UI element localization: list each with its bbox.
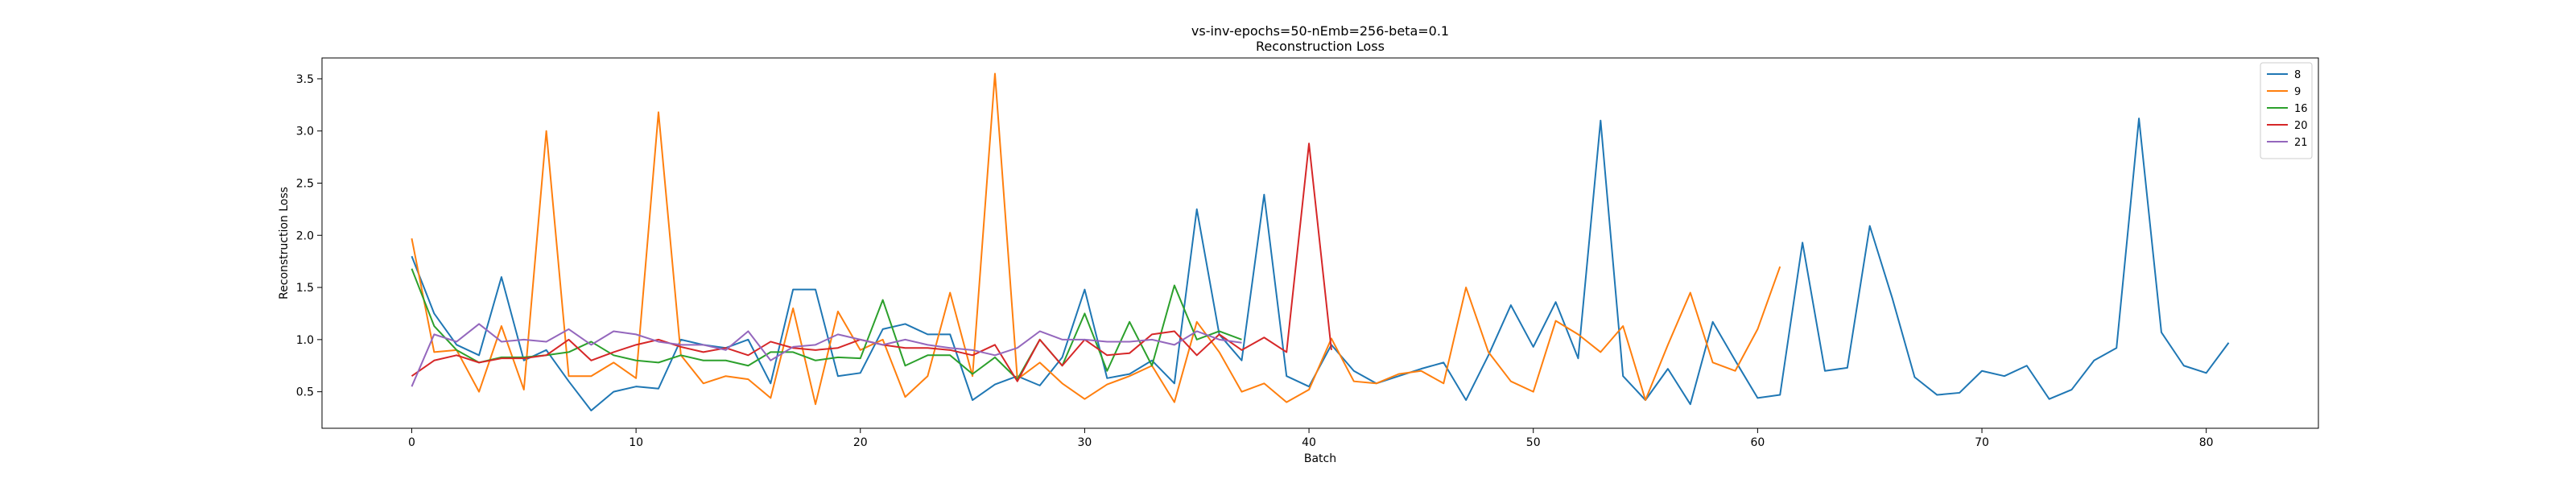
legend-label-8: 8: [2294, 69, 2301, 81]
x-tick-label: 10: [629, 436, 643, 449]
y-tick-label: 3.5: [296, 73, 314, 86]
legend-label-21: 21: [2294, 137, 2308, 149]
series-line-9: [411, 72, 1781, 406]
x-tick-label: 80: [2199, 436, 2214, 449]
x-tick-label: 70: [1975, 436, 1989, 449]
legend-box: [2260, 62, 2313, 159]
y-axis-label: Reconstruction Loss: [278, 187, 291, 299]
y-tick-label: 2.5: [296, 177, 314, 190]
y-tick-label: 1.0: [296, 334, 314, 347]
x-axis-label: Batch: [1304, 452, 1336, 465]
x-tick-label: 50: [1526, 436, 1541, 449]
series-line-21: [411, 323, 1242, 387]
x-tick-label: 0: [408, 436, 415, 449]
series-line-16: [411, 268, 1242, 381]
x-tick-label: 30: [1078, 436, 1092, 449]
y-tick-label: 0.5: [296, 386, 314, 399]
y-tick-label: 1.5: [296, 282, 314, 295]
y-tick-label: 3.0: [296, 126, 314, 138]
x-tick-label: 60: [1750, 436, 1765, 449]
legend-label-9: 9: [2294, 86, 2301, 98]
chart-subtitle: Reconstruction Loss: [1256, 39, 1385, 54]
y-tick-label: 2.0: [296, 229, 314, 242]
x-tick-label: 20: [853, 436, 868, 449]
chart-title: vs-inv-epochs=50-nEmb=256-beta=0.1: [1191, 23, 1449, 39]
plot-frame: [321, 57, 2319, 429]
legend-label-16: 16: [2294, 103, 2308, 115]
x-tick-label: 40: [1302, 436, 1316, 449]
legend-label-20: 20: [2294, 120, 2308, 132]
